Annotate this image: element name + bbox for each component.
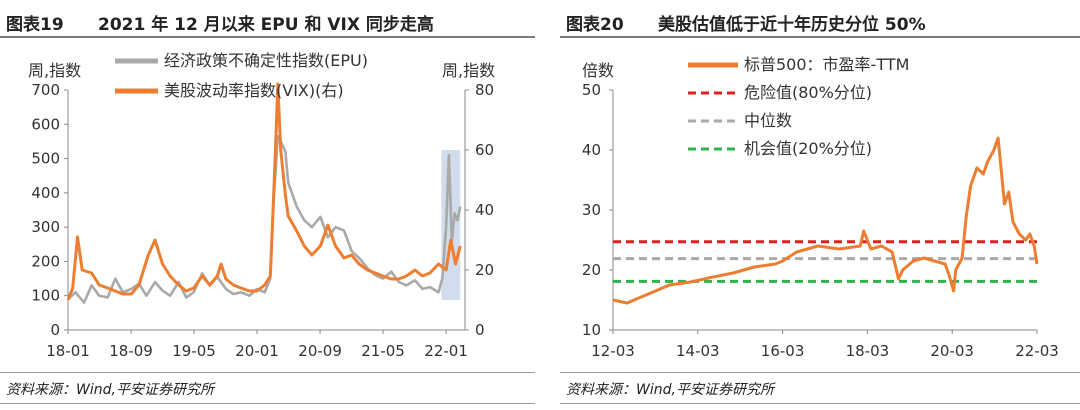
x-tick-label: 12-03 <box>591 342 635 360</box>
x-tick-label: 18-01 <box>46 342 90 360</box>
x-tick-label: 20-01 <box>235 342 279 360</box>
legend-label-opportunity: 机会值(20%分位) <box>744 139 872 158</box>
figure-20-source: 资料来源：Wind,平安证券研究所 <box>566 382 774 398</box>
legend-label-pe: 标普500：市盈率-TTM <box>744 55 909 74</box>
figure-20-number: 图表20 <box>566 15 624 35</box>
right-y-tick-label: 80 <box>475 81 494 99</box>
legend-label-median: 中位数 <box>744 111 792 130</box>
epu-series-line <box>67 135 462 304</box>
left-y-tick-label: 600 <box>31 115 60 133</box>
x-tick-label: 20-03 <box>930 342 974 360</box>
y-tick-label: 20 <box>582 261 601 279</box>
x-tick-label: 16-03 <box>761 342 805 360</box>
y-tick-label: 40 <box>582 141 601 159</box>
figure-20-title-bar: 图表20 美股估值低于近十年历史分位 50% <box>560 8 1080 38</box>
right-y-axis-title: 周,指数 <box>442 61 495 80</box>
figure-20-title: 美股估值低于近十年历史分位 50% <box>658 15 926 35</box>
legend-label-danger: 危险值(80%分位) <box>744 83 872 102</box>
x-tick-label: 18-03 <box>846 342 890 360</box>
right-y-tick-label: 20 <box>475 261 494 279</box>
figure-19-number: 图表19 <box>6 15 64 35</box>
legend-label-epu: 经济政策不确定性指数(EPU) <box>164 51 368 70</box>
x-tick-label: 21-05 <box>361 342 405 360</box>
figure-20-panel: 图表20 美股估值低于近十年历史分位 50% 10 20 30 40 50 12-03 14… <box>560 0 1080 410</box>
legend-label-vix: 美股波动率指数(VIX)(右) <box>164 81 344 100</box>
right-y-tick-label: 40 <box>475 201 494 219</box>
figure-19-source: 资料来源：Wind,平安证券研究所 <box>6 382 214 398</box>
figure-19-panel: 图表19 2021 年 12 月以来 EPU 和 VIX 同步走高 0 100 20… <box>0 0 535 410</box>
left-y-tick-label: 200 <box>31 252 60 270</box>
right-y-tick-label: 0 <box>475 321 485 339</box>
left-y-tick-label: 100 <box>31 287 60 305</box>
left-y-tick-label: 300 <box>31 218 60 236</box>
sp500-pe-chart: 10 20 30 40 50 12-03 14-03 16-03 18-03 20-03 22-03… <box>582 55 1059 360</box>
y-axis-title: 倍数 <box>582 61 614 80</box>
pe-series-line <box>612 136 1039 305</box>
x-tick-label: 19-05 <box>172 342 216 360</box>
x-tick-label: 22-01 <box>424 342 468 360</box>
left-y-tick-label: 500 <box>31 150 60 168</box>
figure-20-source-bar: 资料来源：Wind,平安证券研究所 <box>560 372 1080 404</box>
left-y-tick-label: 700 <box>31 81 60 99</box>
left-y-tick-label: 400 <box>31 184 60 202</box>
y-tick-label: 50 <box>582 81 601 99</box>
vix-series-line <box>66 82 462 301</box>
figure-19-title: 2021 年 12 月以来 EPU 和 VIX 同步走高 <box>98 15 434 35</box>
x-tick-label: 22-03 <box>1015 342 1059 360</box>
y-tick-label: 10 <box>582 321 601 339</box>
y-tick-label: 30 <box>582 201 601 219</box>
x-tick-label: 14-03 <box>676 342 720 360</box>
left-y-axis-title: 周,指数 <box>28 61 81 80</box>
epu-vix-chart: 0 100 200 300 400 500 600 700 0 20 40 60 80 18-01 18-0… <box>28 51 495 360</box>
x-tick-label: 20-09 <box>298 342 342 360</box>
figure-19-title-bar: 图表19 2021 年 12 月以来 EPU 和 VIX 同步走高 <box>0 8 535 38</box>
right-y-tick-label: 60 <box>475 141 494 159</box>
figure-19-source-bar: 资料来源：Wind,平安证券研究所 <box>0 372 535 404</box>
x-tick-label: 18-09 <box>109 342 153 360</box>
left-y-tick-label: 0 <box>50 321 60 339</box>
